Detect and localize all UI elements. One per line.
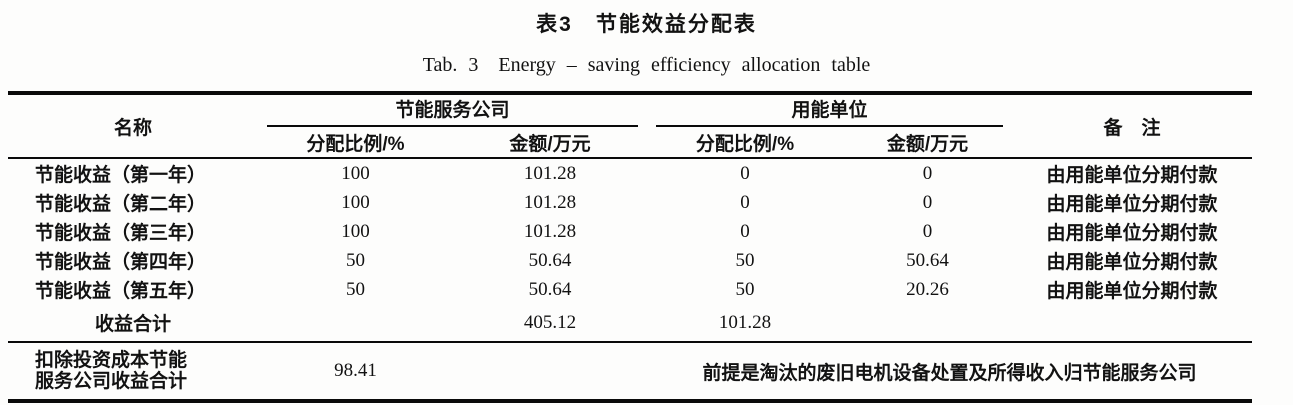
column-header-user-amount: 金额/万元 (843, 127, 1013, 159)
cell-name: 节能收益（第一年） (35, 165, 207, 186)
cell-name: 节能收益（第二年） (35, 194, 207, 215)
table-title-zh: 表3 节能效益分配表 (536, 13, 757, 36)
cell-esco-ratio: 50 (346, 249, 365, 271)
cell-remark: 由用能单位分期付款 (1046, 194, 1218, 215)
header-row-subcolumns: 分配比例/% 金额/万元 分配比例/% 金额/万元 (8, 127, 1252, 159)
cell-remark: 由用能单位分期付款 (1046, 281, 1218, 302)
table-row-footer: 扣除投资成本节能 服务公司收益合计 98.41 前提是淘汰的废旧电机设备处置及所… (8, 341, 1253, 399)
column-header-user-ratio: 分配比例/% (647, 127, 844, 159)
cell-remark (1012, 304, 1252, 341)
table-row: 节能收益（第二年） 100 101.28 0 0 由用能单位分期付款 (8, 188, 1252, 217)
column-group-user-label: 用能单位 (656, 95, 1004, 127)
header-row-groups: 名称 节能服务公司 用能单位 备 注 (8, 95, 1253, 159)
cell-esco-ratio: 100 (341, 220, 370, 242)
footer-name-line1: 扣除投资成本节能 (35, 350, 188, 371)
column-header-remark: 备 注 (1012, 95, 1253, 159)
allocation-table: 名称 节能服务公司 用能单位 备 注 分配比例/% 金额/万元 分配比例/% 金… (8, 91, 1253, 403)
cell-remark: 由用能单位分期付款 (1046, 252, 1218, 273)
column-group-esco-label: 节能服务公司 (267, 95, 639, 127)
cell-user-ratio: 0 (740, 191, 750, 213)
cell-name: 节能收益（第四年） (35, 252, 207, 273)
table-row: 节能收益（第一年） 100 101.28 0 0 由用能单位分期付款 (8, 159, 1252, 188)
cell-footer-esco-ratio: 98.41 (258, 341, 453, 399)
cell-user-amount: 0 (922, 220, 933, 242)
cell-user-ratio: 50 (735, 249, 755, 271)
table-row: 节能收益（第四年） 50 50.64 50 50.64 由用能单位分期付款 (8, 246, 1252, 275)
cell-user-amount: 0 (922, 162, 933, 184)
column-header-esco-amount: 金额/万元 (453, 127, 648, 159)
table-row: 节能收益（第三年） 100 101.28 0 0 由用能单位分期付款 (8, 217, 1252, 246)
cell-user-amount: 50.64 (906, 249, 949, 271)
table-row-total: 收益合计 405.12 101.28 (8, 304, 1252, 341)
cell-name: 节能收益（第五年） (35, 281, 207, 302)
cell-remark: 由用能单位分期付款 (1046, 165, 1218, 186)
footer-name-line2: 服务公司收益合计 (35, 371, 188, 392)
cell-esco-ratio: 50 (346, 278, 365, 300)
cell-remark: 由用能单位分期付款 (1046, 223, 1218, 244)
cell-footer-note: 前提是淘汰的废旧电机设备处置及所得收入归节能服务公司 (647, 341, 1253, 399)
cell-esco-amount: 101.28 (523, 220, 577, 242)
cell-name: 收益合计 (94, 314, 171, 335)
table-row: 节能收益（第五年） 50 50.64 50 20.26 由用能单位分期付款 (8, 275, 1252, 304)
cell-user-amount (843, 304, 1012, 341)
cell-esco-ratio: 100 (341, 162, 370, 184)
column-header-name: 名称 (8, 95, 258, 159)
cell-esco-ratio (258, 304, 453, 341)
cell-esco-amount: 101.28 (523, 162, 577, 184)
cell-esco-ratio: 100 (341, 191, 370, 213)
cell-esco-amount: 101.28 (523, 191, 577, 213)
table-title-en: Tab. 3 Energy – saving efficiency alloca… (422, 54, 871, 76)
column-group-user: 用能单位 (647, 95, 1012, 127)
cell-footer-empty (453, 341, 648, 399)
cell-esco-amount: 50.64 (528, 278, 572, 300)
cell-user-ratio: 0 (740, 162, 750, 184)
cell-esco-amount: 50.64 (528, 249, 572, 271)
column-group-esco: 节能服务公司 (258, 95, 647, 127)
cell-user-ratio: 50 (735, 278, 755, 300)
cell-user-amount: 20.26 (906, 278, 949, 300)
cell-footer-name: 扣除投资成本节能 服务公司收益合计 (8, 341, 258, 399)
cell-esco-amount: 405.12 (523, 311, 577, 333)
cell-user-amount: 0 (922, 191, 933, 213)
cell-user-ratio: 101.28 (718, 311, 772, 333)
cell-user-ratio: 0 (740, 220, 750, 242)
cell-name: 节能收益（第三年） (35, 223, 207, 244)
column-header-esco-ratio: 分配比例/% (258, 127, 453, 159)
